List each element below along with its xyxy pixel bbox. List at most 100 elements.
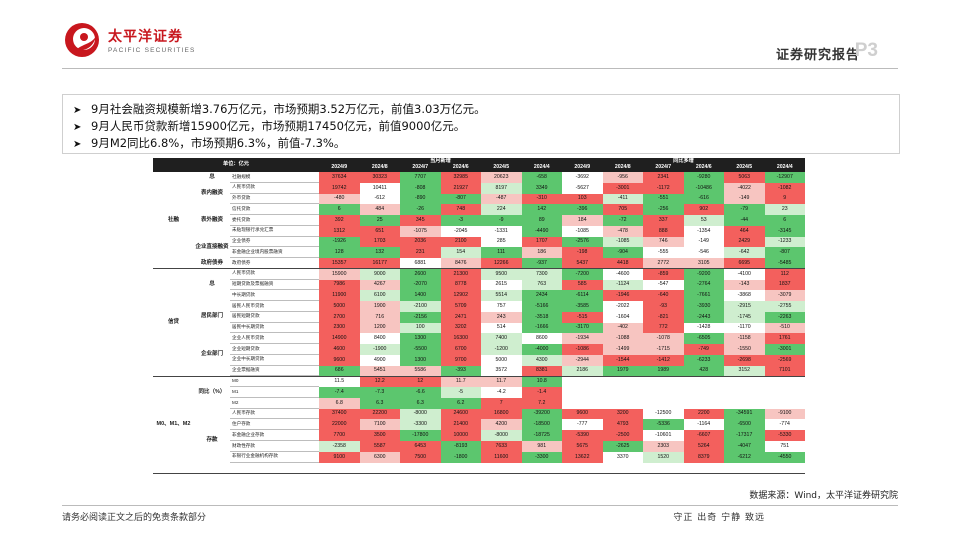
current-value-cell: -8000 [481,430,522,441]
category-label: M0、M1、M2 [156,421,191,428]
row-label: 企业票据融资 [230,366,319,377]
yoy-value-cell: -12907 [764,172,805,183]
current-value-cell: 981 [521,441,562,452]
current-value-cell: 128 [319,247,360,259]
yoy-value-cell: 888 [643,225,684,237]
current-value-cell: 7 [481,397,522,409]
yoy-value-cell: -9280 [683,172,724,183]
yoy-value-cell: -143 [724,279,765,291]
yoy-value-cell: -1158 [724,333,765,345]
subcategory-label: 总 [209,281,215,288]
current-value-cell: -2070 [400,279,441,291]
yoy-value-cell: -2443 [683,311,724,323]
date-header: 2024/7 [412,164,429,171]
table-rule [153,472,805,474]
row-label: 外币贷款 [230,194,319,205]
category-label: 信贷 [167,318,179,325]
yoy-value-cell: -79 [724,204,765,216]
current-value-cell: 132 [359,247,400,259]
current-value-cell: 21927 [440,182,481,194]
yoy-value-cell: 1520 [643,451,684,463]
current-value-cell: 21400 [440,419,481,431]
row-label: 非金融企业存款 [230,430,319,441]
yoy-value-cell: 2429 [724,236,765,248]
row-label: M0 [230,376,319,388]
current-value-cell: -7.4 [319,387,360,398]
yoy-value-cell: -5330 [764,430,805,441]
yoy-value-cell: 5437 [562,258,603,269]
yoy-value-cell: 3200 [602,408,643,420]
current-value-cell: 6 [319,204,360,216]
yoy-value-cell: -5390 [562,430,603,441]
table-header [153,158,805,172]
yoy-value-cell: 7101 [764,365,805,377]
current-value-cell: 345 [400,215,441,226]
current-value-cell: 1900 [359,301,400,312]
current-value-cell: -3518 [521,311,562,323]
summary-bullet: ➤ 9月社会融资规模新增3.76万亿元，市场预期3.52万亿元，前值3.03万亿元… [73,101,486,117]
yoy-value-cell: 1837 [764,279,805,291]
current-value-cell: -807 [440,193,481,205]
bullet-text: 9月人民币贷款新增15900亿元，市场预期17450亿元，前值9000亿元。 [91,119,466,133]
yoy-value-cell: 705 [602,204,643,216]
yoy-value-cell: 53 [683,215,724,226]
row-label: 企业债券 [230,237,319,248]
yoy-value-cell: 464 [724,225,765,237]
current-value-cell: -4000 [521,344,562,355]
current-value-cell: 5451 [359,365,400,377]
yoy-value-cell: 2186 [562,365,603,377]
current-value-cell: 2700 [319,311,360,323]
current-value-cell: 2434 [521,290,562,302]
yoy-value-cell: -10486 [683,182,724,194]
yoy-value-cell: -12500 [655,410,672,417]
current-value-cell: 5587 [359,441,400,452]
current-value-cell: 5709 [440,301,481,312]
row-label: 企业中长期贷款 [230,355,319,366]
yoy-value-cell: -1164 [697,421,711,428]
yoy-value-cell: -6212 [724,451,765,463]
current-value-cell: 2600 [400,268,441,280]
current-value-cell: 22200 [359,408,400,420]
current-value-cell: 4300 [521,354,562,366]
current-value-cell: 2036 [400,236,441,248]
current-value-cell: -8193 [440,441,481,452]
yoy-value-cell: -640 [643,290,684,302]
yoy-value-cell: -9100 [764,408,805,420]
current-value-cell: 9700 [440,354,481,366]
summary-box: ➤ 9月社会融资规模新增3.76万亿元，市场预期3.52万亿元，前值3.03万亿元… [62,94,900,154]
current-value-cell: -2358 [319,441,360,452]
yoy-value-cell: 13622 [562,451,603,463]
current-value-cell: -5500 [400,344,441,355]
row-label: 人民币贷款 [230,269,319,280]
yoy-value-cell: -1078 [643,333,684,345]
yoy-value-cell: 5063 [724,172,765,183]
yoy-value-cell: -555 [658,249,669,256]
yoy-value-cell: -1715 [643,344,684,355]
subcategory-label: 表外融资 [200,216,223,223]
current-value-cell: 8476 [440,258,481,269]
current-value-cell: 4200 [481,419,522,431]
current-value-cell: 6881 [414,259,427,266]
current-value-cell: 7707 [400,172,441,183]
subcategory-label: 居民部门 [200,313,223,320]
yoy-value-cell: -478 [602,225,643,237]
yoy-value-cell: -1354 [697,227,711,234]
row-label: M1 [230,387,319,398]
current-value-cell: 9100 [319,451,360,463]
current-value-cell: 7986 [319,279,360,291]
yoy-value-cell: -3170 [562,322,603,334]
current-value-cell: 748 [440,204,481,216]
current-value-cell: 10411 [372,184,387,191]
current-value-cell: 111 [481,247,522,259]
yoy-value-cell: -3585 [562,301,603,312]
yoy-value-cell: -821 [643,311,684,323]
row-label: 信托贷款 [230,204,319,216]
current-value-cell: 9000 [359,268,400,280]
current-value-cell: 186 [521,247,562,259]
yoy-value-cell: -5336 [643,419,684,431]
yoy-value-cell: -1412 [643,354,684,366]
group-yoy-label: 同比多增 [673,158,694,164]
current-value-cell: 6100 [359,290,400,302]
disclaimer-text: 请务必阅读正文之后的免责条款部分 [62,513,207,523]
current-value-cell: 12902 [440,290,481,302]
